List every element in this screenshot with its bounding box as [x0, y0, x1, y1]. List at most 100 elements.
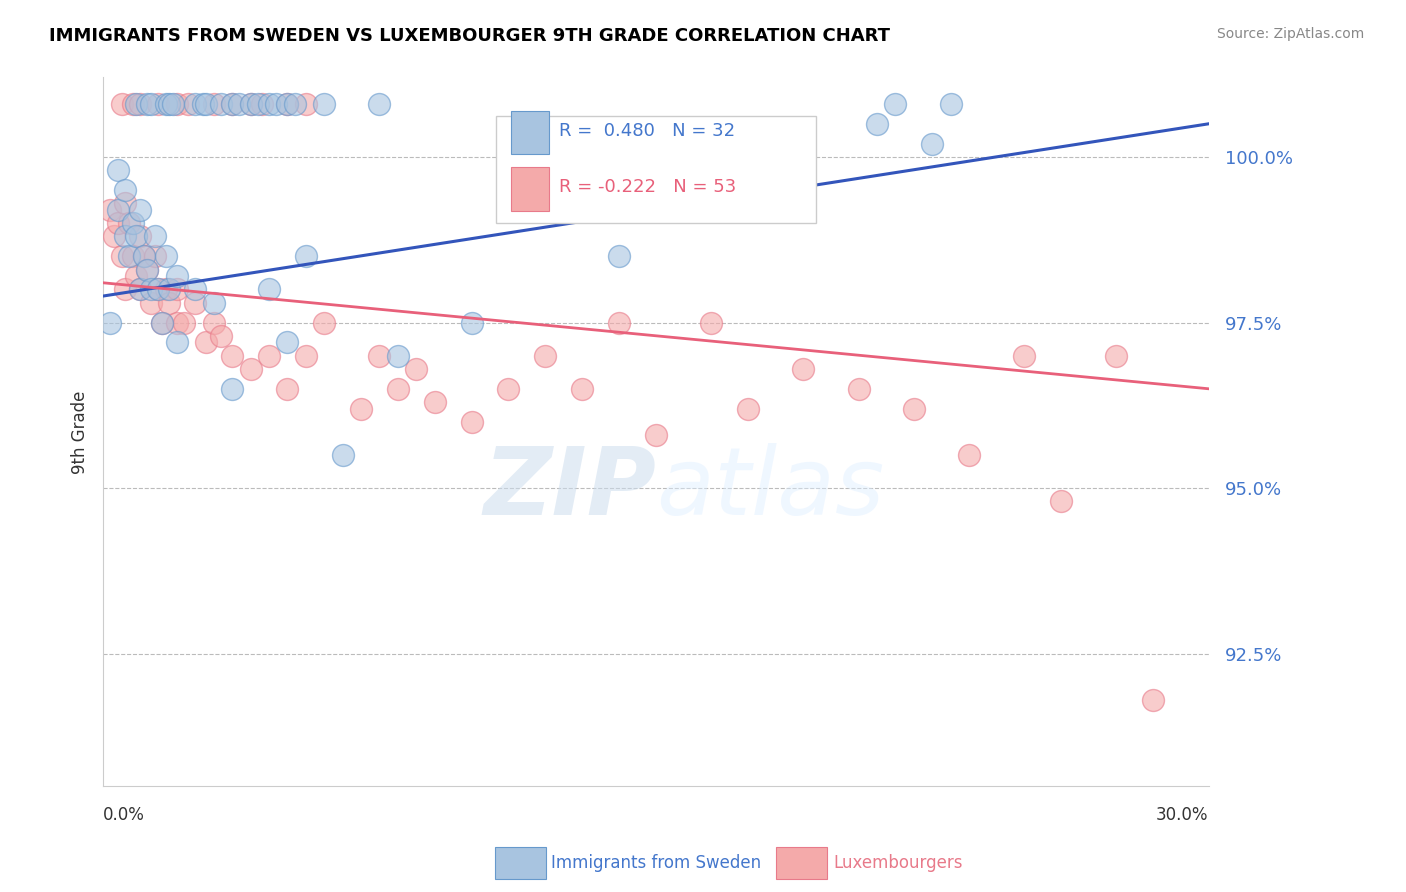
Point [110, 249, 132, 263]
Point [221, 97, 243, 112]
Point [607, 249, 630, 263]
Point [607, 316, 630, 330]
Point [129, 202, 152, 217]
Point [143, 249, 166, 263]
Point [129, 97, 152, 112]
Point [125, 229, 148, 244]
Point [294, 349, 316, 363]
Point [177, 97, 200, 112]
Text: R =  0.480   N = 32: R = 0.480 N = 32 [558, 121, 735, 140]
Text: ZIP: ZIP [484, 442, 655, 534]
Point [191, 97, 214, 112]
Point [209, 328, 232, 343]
FancyBboxPatch shape [510, 168, 548, 211]
Point [1014, 349, 1036, 363]
Point [166, 316, 188, 330]
Point [195, 97, 218, 112]
Point [276, 382, 298, 396]
Point [1050, 494, 1073, 508]
Point [150, 316, 173, 330]
Text: 0.0%: 0.0% [103, 806, 145, 824]
Point [387, 349, 409, 363]
Point [121, 249, 143, 263]
Text: IMMIGRANTS FROM SWEDEN VS LUXEMBOURGER 9TH GRADE CORRELATION CHART: IMMIGRANTS FROM SWEDEN VS LUXEMBOURGER 9… [49, 27, 890, 45]
Point [129, 282, 152, 296]
Point [571, 382, 593, 396]
Point [884, 97, 907, 112]
Point [184, 282, 207, 296]
Point [150, 316, 173, 330]
Text: 30.0%: 30.0% [1156, 806, 1209, 824]
Point [202, 295, 225, 310]
Point [103, 229, 125, 244]
Point [939, 97, 962, 112]
Text: Luxembourgers: Luxembourgers [834, 854, 963, 871]
Point [107, 216, 129, 230]
Point [1142, 693, 1164, 707]
Point [221, 97, 243, 112]
Point [107, 202, 129, 217]
Point [139, 97, 162, 112]
Point [148, 282, 170, 296]
Point [239, 97, 262, 112]
Point [195, 335, 218, 350]
Point [132, 249, 155, 263]
Point [118, 249, 141, 263]
Point [294, 249, 316, 263]
Point [792, 362, 814, 376]
Point [848, 382, 870, 396]
Point [957, 448, 980, 462]
Point [166, 269, 188, 284]
Point [276, 97, 298, 112]
Point [125, 97, 148, 112]
Point [921, 136, 943, 151]
Point [368, 97, 391, 112]
Text: R = -0.222   N = 53: R = -0.222 N = 53 [558, 178, 735, 196]
Point [159, 295, 181, 310]
Point [209, 97, 232, 112]
Point [700, 316, 723, 330]
Point [162, 97, 184, 112]
Point [239, 362, 262, 376]
Point [121, 216, 143, 230]
Point [221, 382, 243, 396]
Point [159, 97, 181, 112]
Point [159, 282, 181, 296]
Point [155, 97, 177, 112]
Point [239, 97, 262, 112]
Point [100, 202, 122, 217]
Point [294, 97, 316, 112]
Point [276, 97, 298, 112]
Point [114, 183, 136, 197]
Text: Immigrants from Sweden: Immigrants from Sweden [551, 854, 761, 871]
Point [498, 382, 520, 396]
Point [139, 295, 162, 310]
Point [405, 362, 427, 376]
Point [228, 97, 250, 112]
Point [221, 349, 243, 363]
Point [276, 335, 298, 350]
Point [148, 97, 170, 112]
Point [118, 216, 141, 230]
Point [903, 401, 925, 416]
Point [129, 282, 152, 296]
Point [136, 97, 159, 112]
Point [534, 349, 557, 363]
Point [166, 335, 188, 350]
Point [136, 262, 159, 277]
Point [184, 97, 207, 112]
Point [184, 295, 207, 310]
Point [332, 448, 354, 462]
Point [284, 97, 307, 112]
Point [257, 349, 280, 363]
Point [114, 196, 136, 211]
Point [257, 97, 280, 112]
Point [107, 163, 129, 178]
Point [423, 395, 446, 409]
Point [266, 97, 288, 112]
Point [173, 316, 195, 330]
Point [155, 249, 177, 263]
Point [368, 349, 391, 363]
Point [257, 282, 280, 296]
Point [125, 269, 148, 284]
